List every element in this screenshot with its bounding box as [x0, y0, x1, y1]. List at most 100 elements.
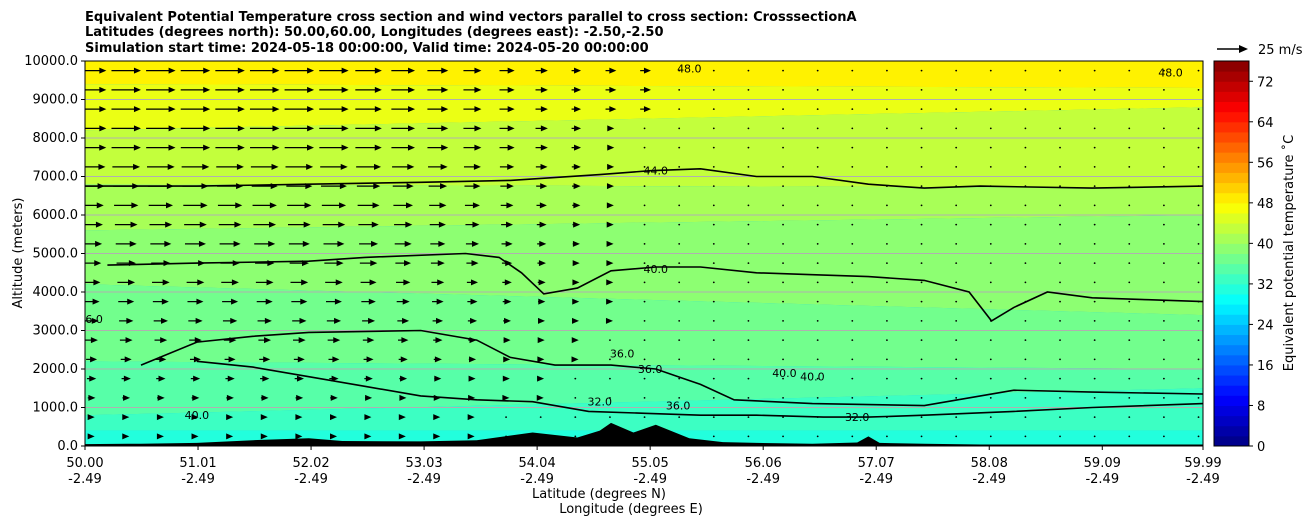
wind-vector — [989, 300, 992, 303]
wind-vector — [747, 204, 750, 207]
wind-vector — [955, 242, 958, 245]
wind-vector-head — [401, 337, 409, 344]
wind-vector — [886, 88, 888, 91]
wind-vector-head — [502, 394, 510, 401]
wind-vector — [747, 416, 750, 419]
wind-vector-head — [505, 260, 513, 267]
wind-vector-head — [156, 414, 164, 421]
wind-vector-head — [364, 414, 372, 421]
wind-vector-head — [502, 375, 510, 382]
wind-vector-head — [340, 163, 348, 170]
wind-vector — [851, 300, 854, 303]
x-tick-label-lat: 52.02 — [292, 456, 329, 471]
wind-vector — [886, 358, 888, 361]
wind-vector-head — [471, 260, 479, 267]
wind-vector-head — [123, 394, 131, 401]
wind-vector-head — [540, 86, 548, 93]
wind-vector — [1059, 396, 1061, 399]
wind-vector-head — [473, 183, 481, 190]
wind-vector — [678, 416, 681, 419]
wind-vector-head — [133, 67, 141, 74]
wind-vector-head — [260, 433, 268, 440]
wind-vector — [1059, 185, 1061, 188]
wind-vector-head — [226, 433, 234, 440]
wind-vector — [643, 416, 646, 419]
wind-vector — [1197, 396, 1200, 399]
wind-vector — [989, 435, 992, 438]
wind-vector — [574, 396, 577, 399]
wind-vector — [1059, 300, 1061, 303]
wind-vector — [1197, 339, 1200, 342]
wind-vector — [1093, 108, 1096, 111]
contour-label: 36.0 — [666, 400, 691, 413]
colorbar-segment — [1214, 415, 1249, 427]
colorbar-segment — [1214, 314, 1249, 325]
wind-vector-head — [436, 317, 444, 324]
wind-vector — [1093, 223, 1096, 226]
wind-vector-head — [438, 240, 446, 247]
wind-vector-head — [166, 202, 174, 209]
wind-vector-head — [368, 298, 376, 305]
wind-vector-head — [398, 414, 406, 421]
wind-vector — [678, 88, 681, 91]
wind-vector-head — [300, 298, 308, 305]
wind-vector — [678, 396, 681, 399]
wind-vector — [609, 396, 611, 399]
wind-vector-head — [506, 202, 514, 209]
wind-vector — [609, 358, 611, 361]
wind-vector-head — [538, 279, 546, 286]
colorbar-segment — [1214, 192, 1249, 204]
colorbar-tick-label: 32 — [1257, 278, 1274, 293]
wind-vector-head — [96, 202, 104, 209]
wind-vector — [747, 127, 750, 130]
wind-vector-head — [433, 394, 441, 401]
wind-vector — [1059, 223, 1061, 226]
wind-vector — [920, 108, 923, 111]
wind-vector — [920, 396, 923, 399]
wind-vector-head — [606, 279, 614, 286]
wind-vector-head — [507, 67, 515, 74]
wind-vector — [782, 185, 784, 188]
wind-vector-head — [367, 337, 375, 344]
wind-vector — [886, 108, 888, 111]
wind-vector-head — [230, 317, 238, 324]
contour-label: 36.0 — [78, 313, 103, 326]
wind-vector-head — [99, 125, 107, 132]
wind-vector-head — [374, 86, 382, 93]
wind-vector-head — [507, 125, 515, 132]
wind-vector-head — [372, 202, 380, 209]
wind-vector — [989, 127, 992, 130]
wind-vector-head — [606, 240, 614, 247]
wind-vector-head — [472, 202, 480, 209]
wind-vector — [1093, 204, 1096, 207]
wind-vector-head — [434, 356, 442, 363]
wind-vector-head — [404, 260, 412, 267]
wind-vector — [782, 262, 784, 265]
wind-vector — [1024, 416, 1027, 419]
colorbar-segment — [1214, 152, 1249, 163]
wind-vector-head — [364, 433, 372, 440]
wind-vector-head — [373, 183, 381, 190]
wind-vector — [1197, 165, 1200, 168]
wind-vector — [955, 396, 958, 399]
wind-vector — [1163, 262, 1165, 265]
wind-vector-head — [507, 144, 515, 151]
wind-vector-head — [295, 433, 303, 440]
wind-vector-head — [307, 86, 315, 93]
wind-vector-head — [471, 279, 479, 286]
y-tick-label: 7000.0 — [33, 170, 79, 185]
wind-vector-head — [192, 394, 200, 401]
contour-44 — [85, 167, 1203, 189]
wind-vector-head — [332, 356, 340, 363]
wind-vector — [1024, 165, 1027, 168]
y-tick-label: 1000.0 — [33, 401, 79, 416]
wind-vector — [989, 377, 992, 380]
wind-vector-head — [540, 67, 548, 74]
x-tick-label-lon: -2.49 — [294, 472, 328, 487]
wind-vector-head — [264, 317, 272, 324]
wind-vector-head — [194, 337, 202, 344]
wind-vector — [955, 223, 958, 226]
wind-vector — [920, 242, 923, 245]
wind-vector — [1163, 185, 1165, 188]
y-tick-label: 6000.0 — [33, 208, 79, 223]
